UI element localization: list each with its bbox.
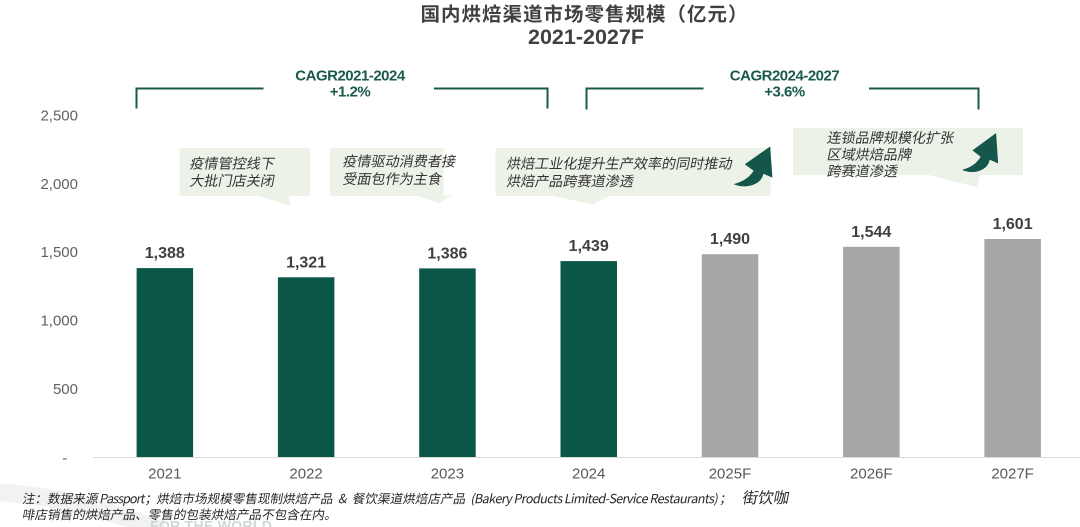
svg-text:1,601: 1,601 [993,216,1033,233]
svg-text:2021-2027F: 2021-2027F [528,25,644,49]
svg-text:2021: 2021 [148,466,181,483]
svg-text:2023: 2023 [431,466,464,483]
svg-text:1,388: 1,388 [145,245,185,262]
svg-text:1,439: 1,439 [569,238,609,255]
svg-text:500: 500 [53,381,78,398]
svg-text:CAGR2021-2024: CAGR2021-2024 [295,68,406,85]
svg-text:1,000: 1,000 [40,313,78,330]
svg-text:1,386: 1,386 [427,245,467,262]
svg-text:2027F: 2027F [991,466,1034,483]
svg-text:2026F: 2026F [850,466,893,483]
svg-text:1,321: 1,321 [286,254,326,271]
svg-text:1,490: 1,490 [710,231,750,248]
svg-text:2025F: 2025F [709,466,752,483]
svg-text:-: - [62,450,67,467]
svg-text:1,500: 1,500 [40,244,78,261]
svg-text:2024: 2024 [572,466,605,483]
svg-text:2,500: 2,500 [40,107,78,124]
svg-text:CAGR2024-2027: CAGR2024-2027 [730,68,840,85]
svg-text:1,544: 1,544 [851,224,891,241]
svg-text:2022: 2022 [289,466,322,483]
svg-text:+1.2%: +1.2% [330,84,371,101]
svg-text:+3.6%: +3.6% [764,84,805,101]
svg-text:2,000: 2,000 [40,176,78,193]
svg-text:FOR THE WORLD: FOR THE WORLD [150,518,272,527]
